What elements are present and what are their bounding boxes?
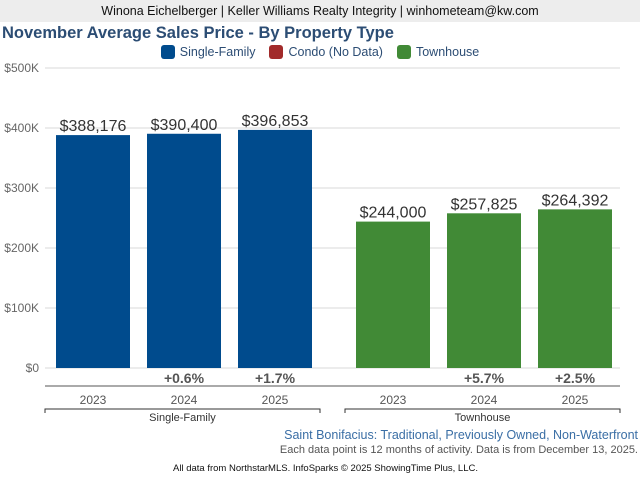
legend-swatch-condo bbox=[269, 45, 284, 59]
chart-title: November Average Sales Price - By Proper… bbox=[2, 24, 394, 42]
chart-subtitle: Saint Bonifacius: Traditional, Previousl… bbox=[284, 428, 638, 442]
legend-swatch-townhouse bbox=[396, 45, 411, 59]
x-tick-label: 2024 bbox=[171, 393, 198, 407]
group-bracket bbox=[344, 408, 621, 413]
legend-item-condo[interactable]: Condo (No Data) bbox=[269, 45, 383, 59]
data-source: All data from NorthstarMLS. InfoSparks ©… bbox=[173, 463, 478, 474]
chart-plot: $0 $100K $200K $300K $400K $500K $388,176 2023 $… bbox=[4, 61, 621, 424]
change-label: +1.7% bbox=[255, 370, 296, 386]
x-tick-label: 2023 bbox=[380, 393, 407, 407]
data-label: $390,400 bbox=[151, 117, 218, 134]
bar[interactable] bbox=[238, 129, 312, 368]
legend-item-single-family[interactable]: Single-Family bbox=[160, 45, 256, 59]
data-label: $264,392 bbox=[542, 192, 609, 209]
data-label: $257,825 bbox=[451, 196, 518, 213]
agent-header: Winona Eichelberger | Keller Williams Re… bbox=[0, 0, 640, 22]
bar[interactable] bbox=[56, 135, 130, 368]
data-label: $244,000 bbox=[360, 205, 427, 222]
change-label: +5.7% bbox=[464, 370, 505, 386]
legend-label: Townhouse bbox=[415, 45, 480, 59]
x-tick-label: 2023 bbox=[80, 393, 107, 407]
legend-swatch-single-family bbox=[160, 45, 175, 59]
x-tick-label: 2025 bbox=[262, 393, 289, 407]
x-tick-label: 2024 bbox=[471, 393, 498, 407]
legend-item-townhouse[interactable]: Townhouse bbox=[396, 45, 480, 59]
change-label: +2.5% bbox=[555, 370, 596, 386]
y-tick-label: $200K bbox=[4, 241, 39, 255]
legend-label: Condo (No Data) bbox=[288, 45, 383, 59]
legend: Single-Family Condo (No Data) Townhouse bbox=[0, 45, 640, 59]
change-label: +0.6% bbox=[164, 370, 205, 386]
bar[interactable] bbox=[447, 213, 521, 368]
bar[interactable] bbox=[356, 221, 430, 368]
x-tick-label: 2025 bbox=[562, 393, 589, 407]
group-label: Single-Family bbox=[149, 412, 216, 424]
group-bracket bbox=[44, 408, 321, 413]
legend-label: Single-Family bbox=[179, 45, 256, 59]
y-tick-label: $0 bbox=[26, 361, 40, 375]
y-tick-label: $300K bbox=[4, 181, 39, 195]
data-note: Each data point is 12 months of activity… bbox=[279, 444, 638, 456]
bar[interactable] bbox=[538, 209, 612, 368]
bar[interactable] bbox=[147, 133, 221, 368]
y-tick-label: $500K bbox=[4, 61, 39, 75]
data-label: $388,176 bbox=[60, 118, 127, 135]
group-label: Townhouse bbox=[455, 412, 511, 424]
y-tick-label: $400K bbox=[4, 121, 39, 135]
y-tick-label: $100K bbox=[4, 301, 39, 315]
data-label: $396,853 bbox=[242, 113, 309, 130]
